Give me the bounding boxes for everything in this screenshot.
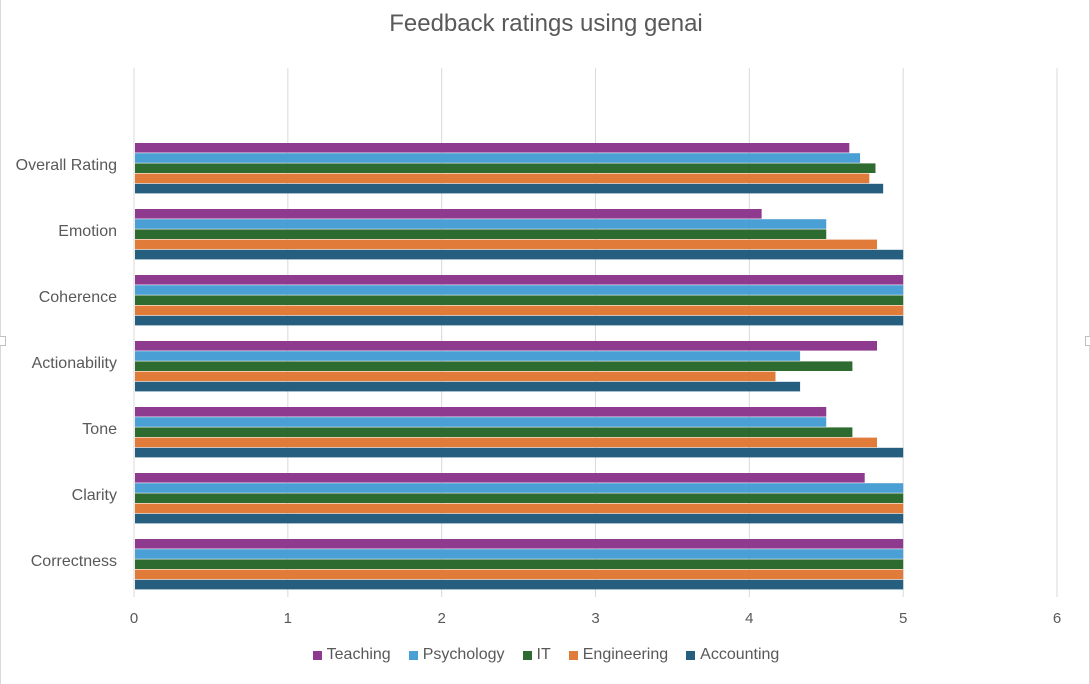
bar-it: [135, 427, 853, 437]
category-label: Clarity: [72, 487, 117, 504]
category-label: Emotion: [58, 223, 117, 240]
x-tick-label: 4: [745, 610, 753, 627]
category-label: Tone: [82, 421, 117, 438]
bar-teaching: [135, 539, 904, 549]
bar-teaching: [135, 407, 827, 417]
bar-it: [135, 559, 904, 569]
legend-swatch: [568, 650, 578, 660]
bar-engineering: [135, 437, 878, 448]
category-label: Coherence: [39, 289, 117, 306]
legend-item-it: IT: [522, 646, 551, 664]
legend-label: Teaching: [326, 646, 391, 663]
bar-psychology: [135, 219, 827, 229]
bar-it: [135, 493, 904, 503]
bar-teaching: [135, 473, 865, 483]
bar-teaching: [135, 209, 762, 219]
bar-accounting: [135, 381, 801, 392]
plot-area: 0 1 2 3 4 5 6 Overall Rating Emotion Coherence Act…: [16, 68, 1062, 627]
bar-teaching: [135, 275, 904, 285]
bar-accounting: [135, 447, 904, 458]
bar-it: [135, 163, 876, 173]
x-tick-label: 1: [284, 610, 292, 627]
bar-accounting: [135, 315, 904, 326]
bar-engineering: [135, 305, 904, 316]
resize-handle-right[interactable]: [1085, 336, 1090, 346]
resize-handle-left[interactable]: [0, 336, 6, 346]
legend-label: IT: [536, 646, 551, 663]
bar-psychology: [135, 351, 801, 361]
bar-psychology: [135, 483, 904, 493]
bar-it: [135, 229, 827, 239]
x-tick-label: 2: [437, 610, 445, 627]
x-tick-label: 3: [591, 610, 599, 627]
axis-labels: 0 1 2 3 4 5 6 Overall Rating Emotion Coherence Act…: [16, 157, 1062, 627]
bar-engineering: [135, 173, 870, 184]
legend-label: Engineering: [582, 646, 669, 663]
legend-label: Psychology: [422, 646, 505, 663]
legend-item-accounting: Accounting: [686, 646, 779, 664]
bar-accounting: [135, 183, 884, 194]
chart-title: Feedback ratings using genai: [389, 10, 703, 37]
legend-label: Accounting: [700, 646, 780, 663]
x-tick-label: 5: [899, 610, 907, 627]
bar-it: [135, 295, 904, 305]
bar-it: [135, 361, 853, 371]
legend-item-teaching: Teaching: [312, 646, 391, 664]
legend-swatch: [522, 650, 532, 660]
bar-psychology: [135, 549, 904, 559]
legend-item-engineering: Engineering: [568, 646, 669, 664]
legend: Teaching Psychology IT Engineering Accountin…: [1, 646, 1090, 664]
legend-swatch: [312, 650, 322, 660]
bar-engineering: [135, 371, 776, 382]
legend-item-psychology: Psychology: [408, 646, 505, 664]
bar-accounting: [135, 513, 904, 524]
legend-swatch: [686, 650, 696, 660]
bar-psychology: [135, 417, 827, 427]
bars: [135, 143, 904, 590]
x-tick-label: 0: [130, 610, 138, 627]
bar-engineering: [135, 569, 904, 580]
bar-teaching: [135, 341, 878, 351]
category-label: Actionability: [32, 355, 117, 372]
category-label: Correctness: [31, 553, 117, 570]
legend-swatch: [408, 650, 418, 660]
bar-engineering: [135, 503, 904, 514]
bar-engineering: [135, 239, 878, 250]
bar-psychology: [135, 153, 861, 163]
bar-accounting: [135, 249, 904, 260]
bar-psychology: [135, 285, 904, 295]
bar-accounting: [135, 579, 904, 590]
bar-teaching: [135, 143, 850, 153]
x-tick-label: 6: [1053, 610, 1061, 627]
category-label: Overall Rating: [16, 157, 117, 174]
